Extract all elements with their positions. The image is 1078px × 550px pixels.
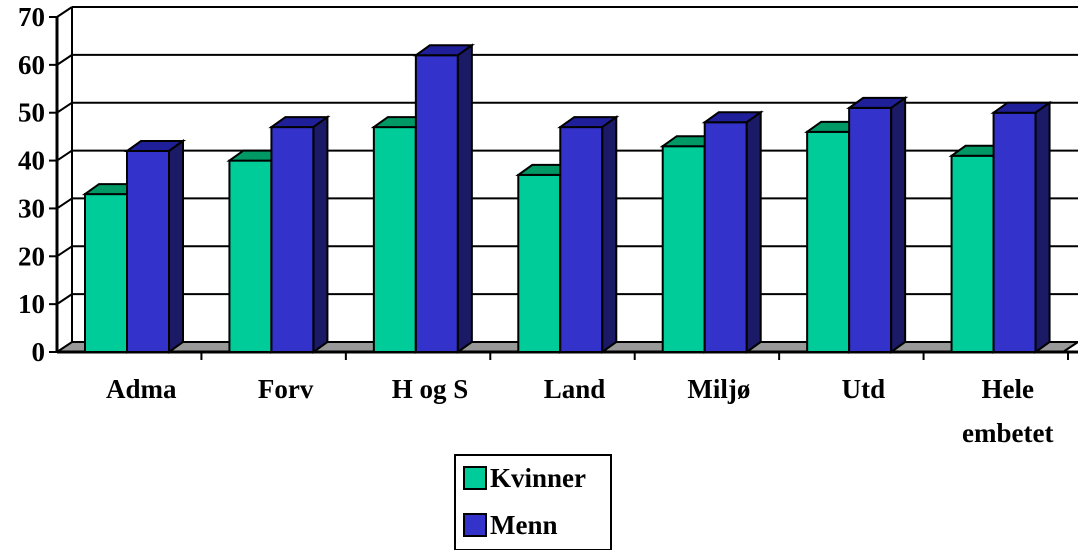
bar-kvinner-front (517, 173, 562, 353)
category-label: Hele (982, 374, 1034, 404)
bar-menn (701, 110, 764, 354)
gridline-side (56, 101, 73, 114)
category-label: embetet (962, 418, 1053, 448)
bar-menn (557, 115, 620, 354)
y-tick-label: 60 (18, 50, 45, 80)
bar-menn-side (745, 110, 762, 354)
bars (81, 43, 1053, 354)
bar-menn-front (703, 121, 748, 353)
bar-menn (268, 115, 331, 354)
legend-label-menn: Menn (490, 510, 558, 540)
y-tick-label: 10 (18, 289, 45, 319)
gridline-side (56, 149, 73, 162)
bar-menn-front (992, 111, 1037, 354)
legend: Kvinner Menn (454, 454, 612, 550)
y-tick-label: 0 (32, 337, 46, 367)
category-label: Miljø (687, 374, 750, 404)
y-tick-label: 30 (18, 193, 45, 223)
bar-menn-side (456, 43, 473, 354)
bar-menn-front (414, 54, 459, 354)
bar-menn-front (848, 106, 893, 353)
gridline-side (56, 245, 73, 258)
legend-swatch-menn (463, 513, 487, 537)
bar-kvinner-front (806, 130, 851, 353)
y-tick-labels: 0 10 20 30 40 50 60 70 (18, 2, 45, 367)
bar-menn-front (126, 150, 170, 353)
y-tick-label: 50 (18, 98, 45, 128)
category-label: Forv (258, 374, 314, 404)
bar-menn (412, 43, 475, 354)
bar-menn (990, 100, 1053, 354)
bar-menn-side (168, 139, 184, 354)
bar-kvinner-front (372, 126, 417, 353)
bar-menn (846, 95, 909, 354)
category-label: H og S (392, 374, 469, 404)
bar-menn-front (270, 126, 315, 353)
category-label: Adma (106, 374, 177, 404)
bar-kvinner-front (661, 145, 706, 353)
bar-menn (123, 139, 187, 354)
category-label: Land (544, 374, 606, 404)
category-label: Utd (842, 374, 886, 404)
category-labels: Adma Forv H og S Land Miljø Utd Hele embetet (106, 374, 1054, 448)
bar-kvinner-front (84, 193, 128, 353)
gridline-side (56, 293, 73, 305)
gridline-side (56, 54, 73, 66)
bar-menn-side (1034, 100, 1051, 354)
y-tick-label: 40 (18, 146, 45, 176)
bar-kvinner-front (950, 154, 995, 353)
y-tick-label: 70 (18, 2, 45, 32)
gridline-side (56, 197, 73, 210)
bar-menn-side (312, 115, 329, 354)
legend-label-kvinner: Kvinner (490, 463, 586, 493)
bar-kvinner-front (228, 159, 273, 353)
bar-menn-front (559, 126, 604, 353)
y-tick-label: 20 (18, 241, 45, 271)
bar-menn-side (890, 95, 907, 354)
gridline-side (56, 6, 73, 18)
bar-menn-side (601, 115, 618, 354)
legend-swatch-kvinner (463, 466, 487, 490)
